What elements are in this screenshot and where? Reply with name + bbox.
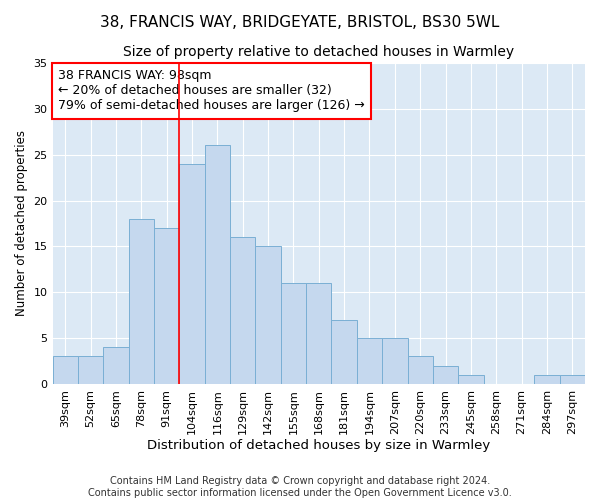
Bar: [306, 283, 331, 384]
Text: 38, FRANCIS WAY, BRIDGEYATE, BRISTOL, BS30 5WL: 38, FRANCIS WAY, BRIDGEYATE, BRISTOL, BS…: [100, 15, 500, 30]
Y-axis label: Number of detached properties: Number of detached properties: [15, 130, 28, 316]
Bar: [230, 237, 256, 384]
Text: 38 FRANCIS WAY: 98sqm
← 20% of detached houses are smaller (32)
79% of semi-deta: 38 FRANCIS WAY: 98sqm ← 20% of detached …: [58, 70, 365, 112]
Bar: [534, 375, 560, 384]
Bar: [256, 246, 281, 384]
Bar: [458, 375, 484, 384]
Text: Contains HM Land Registry data © Crown copyright and database right 2024.
Contai: Contains HM Land Registry data © Crown c…: [88, 476, 512, 498]
X-axis label: Distribution of detached houses by size in Warmley: Distribution of detached houses by size …: [147, 440, 490, 452]
Bar: [407, 356, 433, 384]
Bar: [357, 338, 382, 384]
Bar: [103, 348, 128, 384]
Bar: [179, 164, 205, 384]
Bar: [281, 283, 306, 384]
Bar: [154, 228, 179, 384]
Bar: [53, 356, 78, 384]
Bar: [560, 375, 585, 384]
Bar: [433, 366, 458, 384]
Bar: [128, 219, 154, 384]
Bar: [205, 146, 230, 384]
Bar: [382, 338, 407, 384]
Title: Size of property relative to detached houses in Warmley: Size of property relative to detached ho…: [123, 45, 514, 59]
Bar: [331, 320, 357, 384]
Bar: [78, 356, 103, 384]
